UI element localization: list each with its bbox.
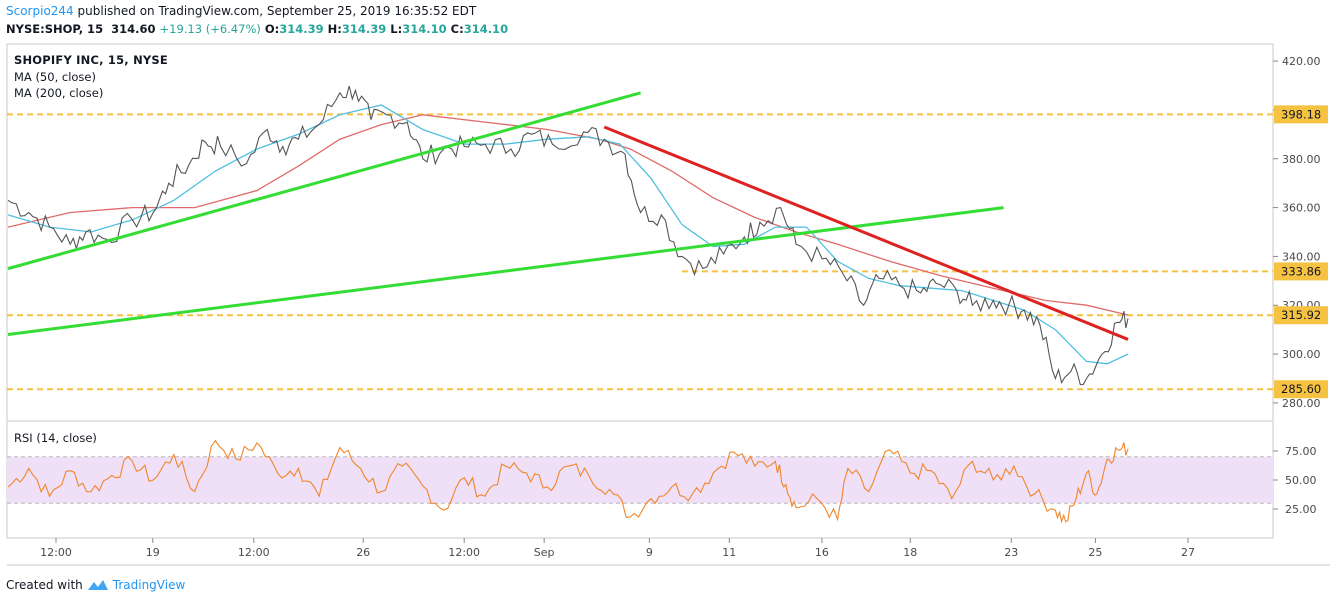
high-value: 314.39 [341, 22, 387, 36]
legend-ma50[interactable]: MA (50, close) [14, 69, 96, 84]
level-badge [1274, 306, 1328, 325]
price-change: +19.13 (+6.47%) [159, 22, 261, 36]
x-tick-label: 16 [815, 546, 829, 559]
rsi-legend[interactable]: RSI (14, close) [14, 431, 97, 445]
x-tick-label: 26 [356, 546, 370, 559]
price-y-tick-label: 340.00 [1282, 250, 1321, 263]
author-link[interactable]: Scorpio244 [6, 4, 74, 18]
symbol-label: NYSE:SHOP, 15 [6, 22, 104, 36]
close-label: C: [450, 22, 464, 36]
rsi-line [7, 439, 1129, 524]
last-price: 314.60 [111, 22, 156, 36]
ma50-line [7, 104, 1129, 365]
low-label: L: [390, 22, 403, 36]
rsi-pane[interactable] [7, 439, 1273, 524]
low-value: 314.10 [402, 22, 447, 36]
created-with-text: Created with [6, 578, 83, 592]
uptrend-line [7, 206, 1004, 337]
x-tick-label: 18 [903, 546, 917, 559]
open-value: 314.39 [279, 22, 324, 36]
rsi-y-tick-label: 50.00 [1285, 474, 1317, 487]
ma200-line [7, 114, 1129, 316]
level-badge [1274, 380, 1328, 399]
open-label: O: [264, 22, 280, 36]
axes: 280.00300.00320.00340.00360.00380.00400.… [40, 55, 1328, 559]
legend-ma200[interactable]: MA (200, close) [14, 86, 104, 100]
publish-text: published on TradingView.com, September … [77, 4, 477, 18]
uptrend-line [7, 91, 641, 271]
rsi-band [7, 456, 1273, 504]
tradingview-link[interactable]: TradingView [112, 578, 186, 592]
publish-info: Scorpio244 published on TradingView.com,… [6, 4, 476, 18]
price-y-tick-label: 300.00 [1282, 348, 1321, 361]
x-tick-label: Sep [534, 546, 555, 559]
rsi-y-tick-label: 25.00 [1285, 503, 1317, 516]
high-label: H: [327, 22, 342, 36]
x-tick-label: 12:00 [448, 546, 480, 559]
chart-frame [6, 43, 1330, 566]
x-tick-label: 27 [1181, 546, 1195, 559]
x-tick-label: 12:00 [40, 546, 72, 559]
level-badge [1274, 105, 1328, 124]
x-tick-label: 11 [722, 546, 736, 559]
symbol-info: NYSE:SHOP, 15 314.60 +19.13 (+6.47%) O:3… [6, 22, 508, 36]
x-tick-label: 23 [1004, 546, 1018, 559]
level-badge-label: 285.60 [1281, 382, 1321, 396]
rsi-y-tick-label: 75.00 [1285, 445, 1317, 458]
price-y-tick-label: 360.00 [1282, 202, 1321, 215]
x-tick-label: 25 [1088, 546, 1102, 559]
price-pane[interactable] [7, 85, 1273, 391]
price-y-tick-label: 420.00 [1282, 55, 1321, 68]
plot-border [6, 43, 1274, 539]
price-y-tick-label: 380.00 [1282, 153, 1321, 166]
close-value: 314.10 [463, 22, 509, 36]
footer: Created with TradingView [6, 578, 185, 592]
x-tick-label: 9 [646, 546, 653, 559]
legend-title: SHOPIFY INC, 15, NYSE [14, 53, 168, 67]
price-y-tick-label: 280.00 [1282, 397, 1321, 410]
price-line [7, 85, 1129, 386]
level-badge-label: 333.86 [1281, 264, 1321, 278]
level-badge-label: 398.18 [1281, 107, 1321, 121]
level-badge-label: 315.92 [1281, 308, 1321, 322]
tradingview-logo-icon [87, 580, 108, 590]
level-badge [1274, 262, 1328, 281]
legend: SHOPIFY INC, 15, NYSE MA (50, close) MA … [14, 52, 168, 102]
x-tick-label: 19 [146, 546, 160, 559]
downtrend-line [603, 125, 1129, 341]
x-tick-label: 12:00 [238, 546, 270, 559]
